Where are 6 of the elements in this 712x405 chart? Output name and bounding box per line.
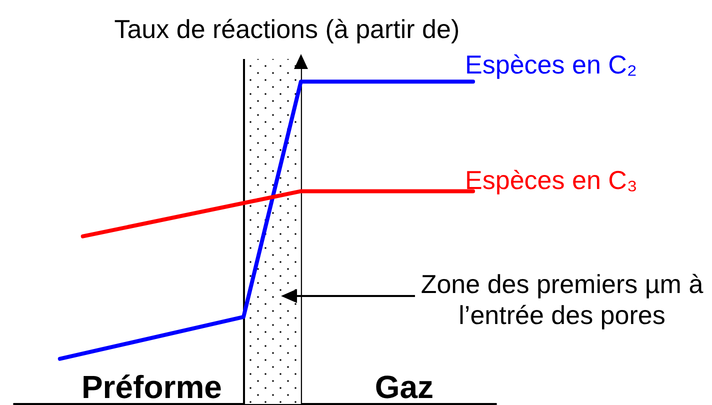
x-tick-label: Gaz [374, 369, 434, 405]
series-label: Espèces en C₂ [465, 50, 638, 80]
x-tick-label: Préforme [81, 369, 222, 405]
y-axis-title: Taux de réactions (à partir de) [114, 14, 460, 44]
annotation: Zone des premiers µm à l’entrée des pores [420, 269, 704, 331]
series-label: Espèces en C₃ [465, 165, 638, 196]
